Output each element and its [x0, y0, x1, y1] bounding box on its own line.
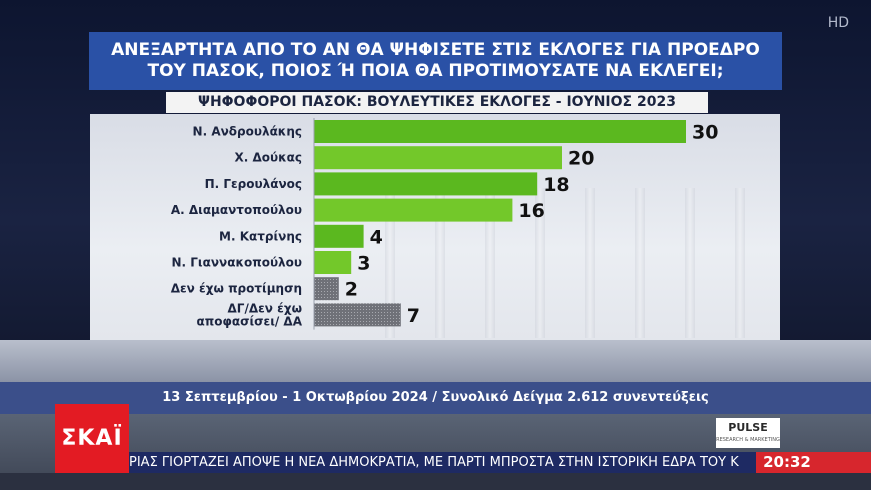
poll-question-line-1: ΑΝΕΞΑΡΤΗΤΑ ΑΠΟ ΤΟ ΑΝ ΘΑ ΨΗΦΙΣΕΤΕ ΣΤΙΣ ΕΚ…: [111, 40, 760, 60]
category-label-4: Μ. Κατρίνης: [219, 229, 302, 243]
poll-question-line-2: ΤΟΥ ΠΑΣΟΚ, ΠΟΙΟΣ Ή ΠΟΙΑ ΘΑ ΠΡΟΤΙΜΟΥΣΑΤΕ …: [147, 61, 724, 81]
value-label-2: 18: [543, 174, 569, 196]
bar-4: [314, 224, 364, 248]
news-ticker: ΡΙΑΣ ΓΙΟΡΤΑΖΕΙ ΑΠΟΨΕ Η ΝΕΑ ΔΗΜΟΚΡΑΤΙΑ, Μ…: [129, 452, 756, 473]
category-label-2: Π. Γερουλάνος: [205, 177, 302, 191]
pulse-logo-text: PULSE: [728, 421, 768, 434]
backdrop-floor: [0, 340, 871, 382]
value-label-4: 4: [370, 226, 383, 248]
value-label-6: 2: [345, 279, 358, 301]
category-label-5: Ν. Γιαννακοπούλου: [172, 256, 303, 270]
category-label-0: Ν. Ανδρουλάκης: [193, 125, 302, 139]
survey-footnote: 13 Σεπτεμβρίου - 1 Οκτωβρίου 2024 / Συνο…: [0, 382, 871, 414]
clock: 20:32: [756, 452, 818, 473]
channel-logo: ΣΚΑΪ: [55, 404, 129, 474]
value-label-7: 7: [407, 305, 420, 327]
ticker-end-cap: [818, 452, 871, 473]
value-label-3: 16: [518, 200, 544, 222]
parliament-columns-backdrop: [365, 118, 785, 338]
bar-7: [314, 303, 401, 327]
hd-label: HD: [827, 15, 849, 31]
value-label-5: 3: [357, 253, 370, 275]
pulse-logo: PULSE RESEARCH & MARKETING: [716, 418, 780, 448]
bar-5: [314, 251, 352, 274]
bar-6: [314, 277, 339, 301]
chart-subtitle: ΨΗΦΟΦΟΡΟΙ ΠΑΣΟΚ: ΒΟΥΛΕΥΤΙΚΕΣ ΕΚΛΟΓΕΣ - Ι…: [166, 92, 708, 113]
value-label-0: 30: [692, 122, 718, 144]
bar-2: [314, 172, 538, 196]
bar-0: [314, 120, 686, 143]
bottom-strip: [0, 473, 871, 490]
bar-3: [314, 198, 513, 222]
category-label-7: ΔΓ/Δεν έχω αποφασίσει/ ΔΑ: [197, 301, 303, 328]
poll-question: ΑΝΕΞΑΡΤΗΤΑ ΑΠΟ ΤΟ ΑΝ ΘΑ ΨΗΦΙΣΕΤΕ ΣΤΙΣ ΕΚ…: [89, 32, 782, 90]
category-label-3: Α. Διαμαντοπούλου: [171, 203, 302, 217]
pulse-logo-subtext: RESEARCH & MARKETING: [716, 437, 780, 443]
value-label-1: 20: [568, 148, 594, 170]
category-label-1: Χ. Δούκας: [234, 151, 302, 165]
bar-1: [314, 146, 562, 170]
category-label-6: Δεν έχω προτίμηση: [171, 282, 302, 296]
